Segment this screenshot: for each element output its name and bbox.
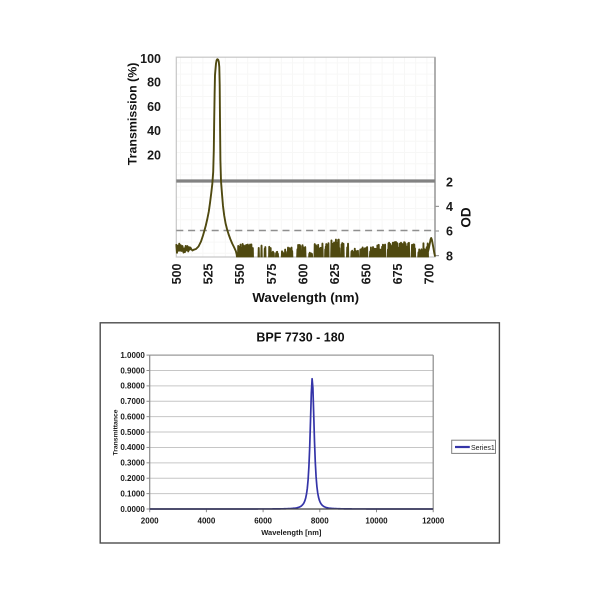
svg-text:Series1: Series1 [471,445,495,452]
svg-text:20: 20 [147,149,161,163]
svg-text:OD: OD [458,207,473,228]
svg-text:650: 650 [360,263,374,284]
svg-text:Wavelength [nm]: Wavelength [nm] [261,528,322,537]
svg-text:60: 60 [147,100,161,114]
svg-text:600: 600 [296,263,310,284]
svg-text:675: 675 [391,263,405,284]
svg-text:0.0000: 0.0000 [120,505,145,514]
svg-text:6: 6 [446,225,453,239]
svg-text:700: 700 [423,263,437,284]
svg-text:Wavelength (nm): Wavelength (nm) [252,290,359,305]
svg-text:4: 4 [446,200,453,214]
svg-text:0.6000: 0.6000 [120,412,145,421]
svg-text:1.0000: 1.0000 [120,351,145,360]
svg-text:0.2000: 0.2000 [120,474,145,483]
svg-text:Transmittance: Transmittance [112,409,119,455]
svg-text:0.4000: 0.4000 [120,443,145,452]
svg-text:10000: 10000 [365,517,388,526]
svg-text:550: 550 [233,263,247,284]
svg-text:8: 8 [446,249,453,263]
svg-text:2: 2 [446,175,453,189]
svg-text:500: 500 [170,263,184,284]
svg-text:2000: 2000 [141,517,159,526]
svg-text:6000: 6000 [254,517,272,526]
svg-text:575: 575 [265,263,279,284]
svg-text:80: 80 [147,75,161,89]
svg-text:0.1000: 0.1000 [120,489,145,498]
svg-text:8000: 8000 [311,517,329,526]
svg-text:0.7000: 0.7000 [120,397,145,406]
svg-text:100: 100 [140,52,161,66]
svg-text:0.5000: 0.5000 [120,428,145,437]
svg-text:525: 525 [202,263,216,284]
svg-text:Transmission (%): Transmission (%) [126,63,140,166]
svg-text:0.9000: 0.9000 [120,366,145,375]
svg-text:0.8000: 0.8000 [120,382,145,391]
svg-text:BPF 7730 - 180: BPF 7730 - 180 [256,331,344,345]
svg-text:12000: 12000 [422,517,445,526]
svg-text:625: 625 [328,263,342,284]
svg-text:0.3000: 0.3000 [120,459,145,468]
svg-text:4000: 4000 [198,517,216,526]
svg-text:40: 40 [147,124,161,138]
